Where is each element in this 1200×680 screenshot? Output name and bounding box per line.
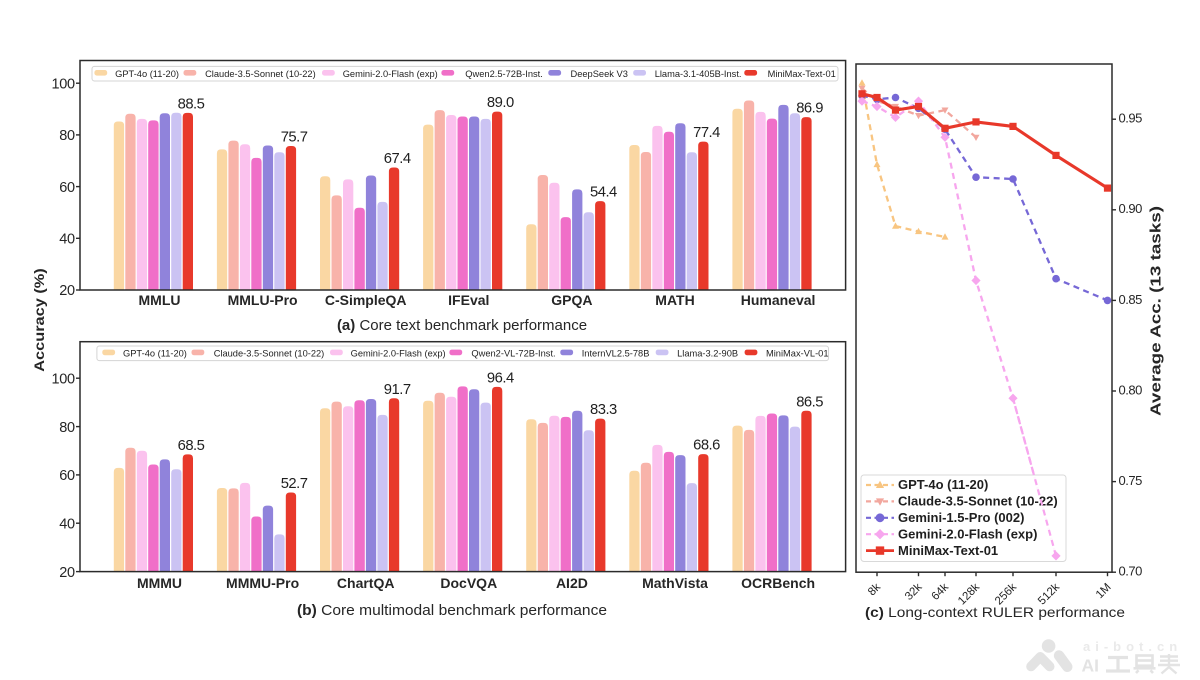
svg-text:0.95: 0.95 bbox=[1119, 111, 1143, 126]
svg-text:68.5: 68.5 bbox=[178, 438, 205, 454]
svg-text:89.0: 89.0 bbox=[487, 95, 514, 111]
svg-text:Llama-3.1-405B-Inst.: Llama-3.1-405B-Inst. bbox=[655, 69, 742, 79]
svg-text:60: 60 bbox=[59, 468, 75, 484]
svg-text:68.6: 68.6 bbox=[693, 438, 720, 454]
svg-text:Qwen2-VL-72B-Inst.: Qwen2-VL-72B-Inst. bbox=[471, 349, 555, 359]
svg-text:Gemini-1.5-Pro (002): Gemini-1.5-Pro (002) bbox=[898, 510, 1024, 525]
svg-text:75.7: 75.7 bbox=[281, 130, 308, 146]
svg-text:Llama-3.2-90B: Llama-3.2-90B bbox=[677, 349, 738, 359]
svg-text:Qwen2.5-72B-Inst.: Qwen2.5-72B-Inst. bbox=[465, 69, 543, 79]
svg-text:40: 40 bbox=[59, 517, 75, 533]
svg-text:OCRBench: OCRBench bbox=[741, 575, 815, 591]
svg-text:Claude-3.5-Sonnet (10-22): Claude-3.5-Sonnet (10-22) bbox=[214, 349, 325, 359]
svg-text:80: 80 bbox=[59, 420, 75, 436]
svg-text:AI: AI bbox=[1082, 656, 1100, 676]
svg-text:96.4: 96.4 bbox=[487, 370, 514, 386]
svg-text:Gemini-2.0-Flash (exp): Gemini-2.0-Flash (exp) bbox=[351, 349, 446, 359]
svg-text:GPT-4o (11-20): GPT-4o (11-20) bbox=[898, 477, 988, 492]
svg-text:C-SimpleQA: C-SimpleQA bbox=[325, 292, 407, 308]
svg-text:(b) Core multimodal benchmark: (b) Core multimodal benchmark performanc… bbox=[297, 602, 607, 619]
svg-text:Humaneval: Humaneval bbox=[741, 292, 816, 308]
svg-text:100: 100 bbox=[52, 371, 76, 387]
svg-text:Claude-3.5-Sonnet (10-22): Claude-3.5-Sonnet (10-22) bbox=[898, 494, 1058, 509]
svg-text:ChartQA: ChartQA bbox=[337, 575, 395, 591]
svg-text:Accuracy (%): Accuracy (%) bbox=[31, 268, 47, 372]
svg-text:MMLU: MMLU bbox=[139, 292, 181, 308]
svg-text:Average Acc. (13 tasks): Average Acc. (13 tasks) bbox=[1148, 206, 1165, 416]
svg-text:MiniMax-VL-01: MiniMax-VL-01 bbox=[766, 349, 829, 359]
svg-text:(a) Core text benchmark perfor: (a) Core text benchmark performance bbox=[337, 317, 587, 334]
svg-text:100: 100 bbox=[52, 76, 76, 92]
svg-text:86.5: 86.5 bbox=[796, 394, 823, 410]
svg-text:20: 20 bbox=[59, 565, 75, 581]
svg-text:0.80: 0.80 bbox=[1119, 382, 1143, 397]
svg-text:MathVista: MathVista bbox=[642, 575, 708, 591]
svg-text:60: 60 bbox=[59, 180, 75, 196]
svg-text:GPQA: GPQA bbox=[551, 292, 592, 308]
svg-text:52.7: 52.7 bbox=[281, 476, 308, 492]
svg-text:MMMU: MMMU bbox=[137, 575, 182, 591]
svg-text:80: 80 bbox=[59, 128, 75, 144]
svg-text:54.4: 54.4 bbox=[590, 185, 617, 201]
svg-text:67.4: 67.4 bbox=[384, 151, 411, 167]
svg-text:DeepSeek V3: DeepSeek V3 bbox=[571, 69, 628, 79]
svg-text:86.9: 86.9 bbox=[796, 101, 823, 117]
svg-text:0.75: 0.75 bbox=[1119, 473, 1143, 488]
svg-text:0.90: 0.90 bbox=[1119, 201, 1143, 216]
svg-text:88.5: 88.5 bbox=[178, 96, 205, 112]
svg-text:GPT-4o (11-20): GPT-4o (11-20) bbox=[123, 349, 187, 359]
svg-text:DocVQA: DocVQA bbox=[440, 575, 497, 591]
svg-text:Gemini-2.0-Flash (exp): Gemini-2.0-Flash (exp) bbox=[343, 69, 438, 79]
svg-text:0.85: 0.85 bbox=[1119, 292, 1143, 307]
svg-text:0.70: 0.70 bbox=[1119, 564, 1143, 579]
svg-text:83.3: 83.3 bbox=[590, 402, 617, 418]
svg-text:MMMU-Pro: MMMU-Pro bbox=[226, 575, 299, 591]
svg-text:IFEval: IFEval bbox=[448, 292, 489, 308]
svg-text:Gemini-2.0-Flash (exp): Gemini-2.0-Flash (exp) bbox=[898, 526, 1037, 541]
svg-text:91.7: 91.7 bbox=[384, 382, 411, 398]
svg-text:ai-bot.cn: ai-bot.cn bbox=[1083, 639, 1182, 654]
svg-text:(c) Long-context RULER perform: (c) Long-context RULER performance bbox=[865, 604, 1125, 620]
svg-text:MiniMax-Text-01: MiniMax-Text-01 bbox=[768, 69, 836, 79]
svg-text:AI2D: AI2D bbox=[556, 575, 588, 591]
svg-text:Claude-3.5-Sonnet (10-22): Claude-3.5-Sonnet (10-22) bbox=[205, 69, 316, 79]
svg-text:77.4: 77.4 bbox=[693, 125, 720, 141]
svg-text:MMLU-Pro: MMLU-Pro bbox=[228, 292, 298, 308]
svg-text:20: 20 bbox=[59, 283, 75, 299]
svg-text:InternVL2.5-78B: InternVL2.5-78B bbox=[582, 349, 650, 359]
svg-text:MATH: MATH bbox=[655, 292, 694, 308]
svg-text:GPT-4o (11-20): GPT-4o (11-20) bbox=[115, 69, 179, 79]
svg-text:40: 40 bbox=[59, 232, 75, 248]
svg-text:MiniMax-Text-01: MiniMax-Text-01 bbox=[898, 543, 998, 558]
